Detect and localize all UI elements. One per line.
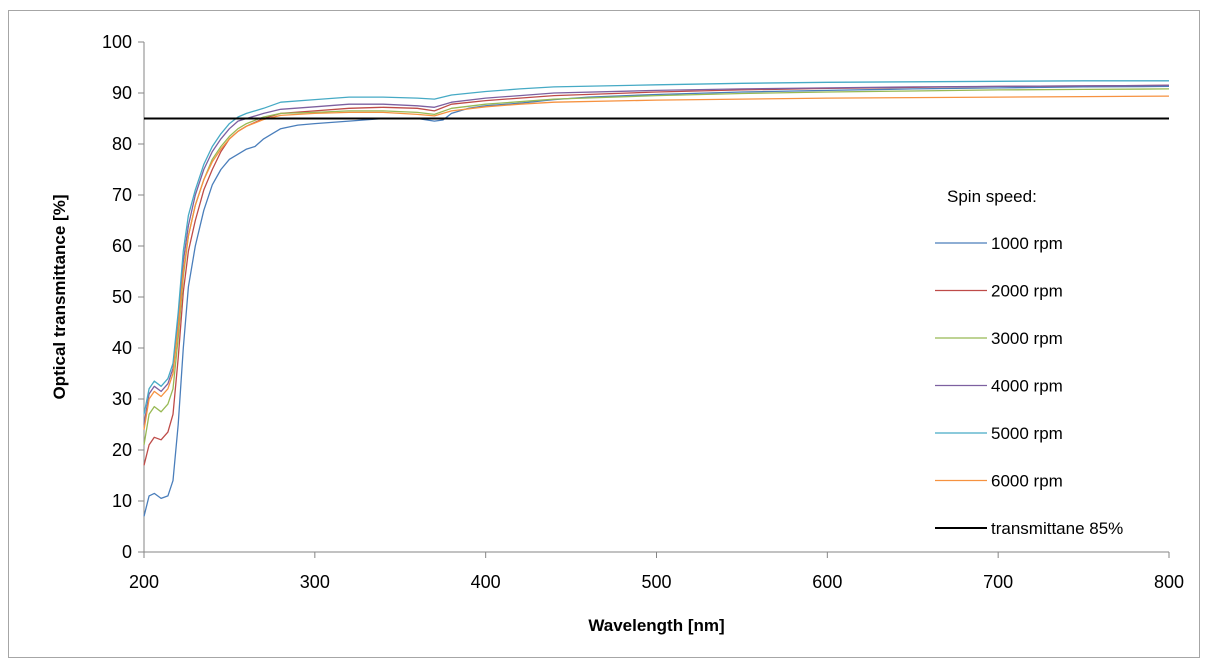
legend-title: Spin speed: [947, 187, 1037, 206]
y-tick-label: 70 [112, 185, 132, 205]
legend-label: 5000 rpm [991, 424, 1063, 443]
legend-label: transmittane 85% [991, 519, 1123, 538]
y-tick-label: 90 [112, 83, 132, 103]
series-line-2000-rpm [143, 84, 1170, 466]
x-axis: 200 300 400 500 600 700 800 [129, 551, 1184, 592]
x-tick-label: 300 [300, 572, 330, 592]
y-tick-label: 100 [102, 32, 132, 52]
series-line-1000-rpm [143, 85, 1170, 517]
series-line-6000-rpm [143, 95, 1170, 430]
x-tick-label: 800 [1154, 572, 1184, 592]
y-tick-label: 10 [112, 491, 132, 511]
y-axis: 0 10 20 30 40 50 60 70 80 90 100 [102, 32, 145, 562]
legend-label: 3000 rpm [991, 329, 1063, 348]
legend-label: 1000 rpm [991, 234, 1063, 253]
series-line-5000-rpm [143, 80, 1169, 415]
x-tick-label: 400 [471, 572, 501, 592]
x-tick-label: 200 [129, 572, 159, 592]
series-line-4000-rpm [143, 84, 1170, 425]
line-chart: 0 10 20 30 40 50 60 70 80 90 100 200 300 400 500 600 70… [50, 32, 1184, 635]
series-line-3000-rpm [143, 88, 1170, 446]
y-tick-label: 20 [112, 440, 132, 460]
legend: Spin speed: 1000 rpm 2000 rpm 3000 rpm 4000… [935, 187, 1123, 538]
x-tick-label: 500 [641, 572, 671, 592]
y-tick-label: 0 [122, 542, 132, 562]
legend-label: 4000 rpm [991, 377, 1063, 396]
y-axis-title: Optical transmittance [%] [50, 195, 69, 400]
chart-area: 0 10 20 30 40 50 60 70 80 90 100 200 300 400 500 600 70… [8, 10, 1200, 658]
y-tick-label: 40 [112, 338, 132, 358]
y-tick-label: 80 [112, 134, 132, 154]
y-tick-label: 30 [112, 389, 132, 409]
legend-label: 2000 rpm [991, 282, 1063, 301]
x-tick-label: 700 [983, 572, 1013, 592]
x-axis-title: Wavelength [nm] [588, 616, 724, 635]
plot-series [143, 80, 1170, 517]
x-tick-label: 600 [812, 572, 842, 592]
legend-label: 6000 rpm [991, 472, 1063, 491]
y-tick-label: 60 [112, 236, 132, 256]
y-tick-label: 50 [112, 287, 132, 307]
